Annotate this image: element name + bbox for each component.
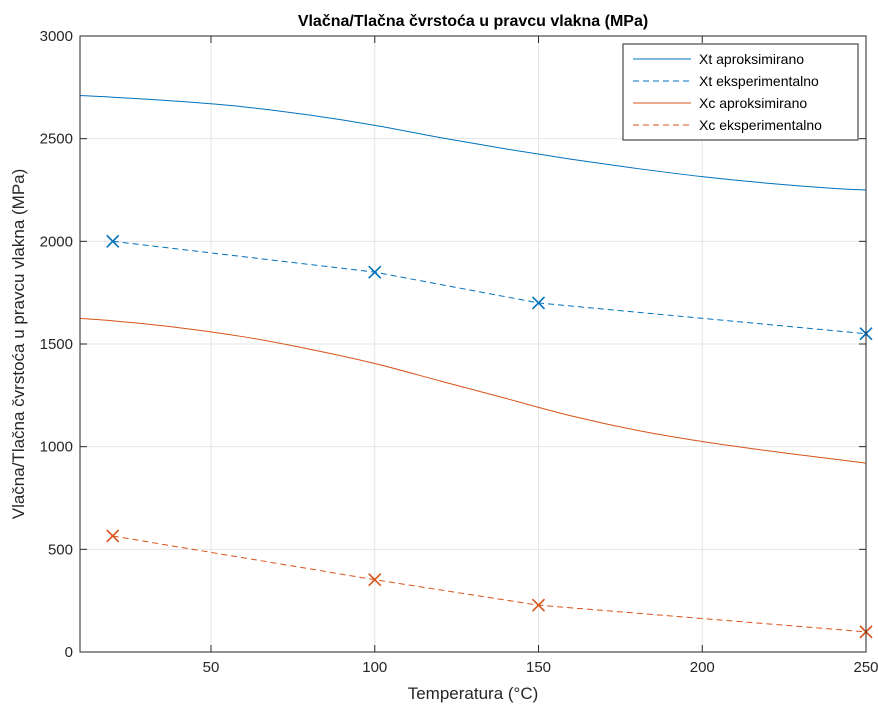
legend-box (622, 43, 859, 141)
y-axis-label: Vlačna/Tlačna čvrstoća u pravcu vlakna (… (9, 169, 28, 520)
chart-title: Vlačna/Tlačna čvrstoća u pravcu vlakna (… (298, 13, 648, 30)
y-tick-label: 3000 (40, 28, 73, 45)
x-axis-label: Temperatura (°C) (408, 684, 539, 703)
x-tick-label: 150 (526, 659, 551, 676)
legend-entry-label: Xc aproksimirano (699, 95, 807, 111)
series-4 (106, 529, 873, 639)
series-1 (79, 95, 867, 191)
data-point-marker (368, 265, 382, 279)
y-tick-label: 1000 (40, 439, 73, 456)
data-point-marker (106, 234, 120, 248)
x-tick-label: 200 (690, 659, 715, 676)
y-tick-label: 2500 (40, 131, 73, 148)
x-tick-label: 100 (362, 659, 387, 676)
y-tick-label: 1500 (40, 336, 73, 353)
y-tick-label: 500 (48, 541, 73, 558)
y-tick-label: 0 (65, 644, 73, 661)
data-point-marker (531, 598, 546, 612)
legend: Xt aproksimirano Xt eksperimentalno Xc apr… (622, 43, 859, 141)
data-point-marker (531, 296, 546, 310)
series-line (79, 317, 867, 464)
data-point-marker (368, 573, 382, 587)
x-tick-label: 50 (203, 659, 220, 676)
legend-entry-label: Xt eksperimentalno (699, 73, 819, 89)
data-point-marker (106, 529, 120, 543)
series-line (112, 240, 867, 335)
series-group (79, 95, 873, 639)
y-tick-label: 2000 (40, 233, 73, 250)
series-3 (79, 317, 867, 464)
series-line (79, 95, 867, 191)
legend-entry-label: Xt aproksimirano (699, 51, 804, 67)
legend-entry-label: Xc eksperimentalno (699, 117, 822, 133)
series-line (112, 535, 867, 633)
x-tick-label: 250 (853, 659, 878, 676)
